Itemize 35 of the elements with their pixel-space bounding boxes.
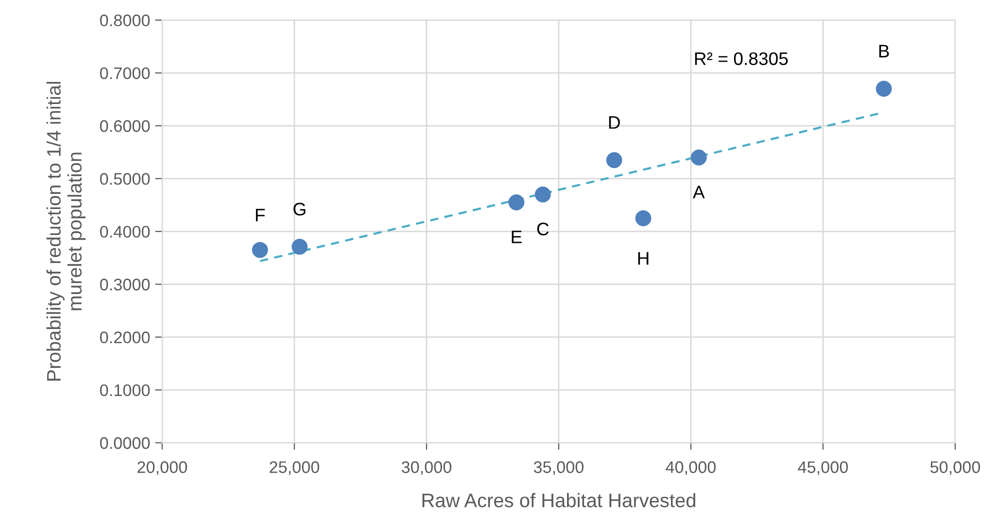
point bbox=[635, 210, 652, 226]
x-axis-title: Raw Acres of Habitat Harvested bbox=[422, 493, 696, 508]
annotation: A bbox=[692, 186, 705, 198]
point bbox=[534, 186, 551, 202]
annotation: E bbox=[512, 230, 522, 244]
x-tick-label: 45,000 bbox=[798, 461, 848, 476]
point bbox=[606, 152, 622, 168]
annotation: B bbox=[879, 44, 889, 58]
y-tick-label: 0.0000 bbox=[100, 437, 150, 449]
y-tick-label: 0.2000 bbox=[100, 332, 150, 344]
y-tick-label: 0.5000 bbox=[100, 173, 150, 185]
y-axis-title: Probability of reduction to 1/4 initial murelet population bbox=[46, 82, 86, 381]
annotation: R² = 0.8305 bbox=[695, 52, 788, 66]
y-tick-label: 0.1000 bbox=[100, 384, 150, 396]
point bbox=[876, 80, 892, 97]
annotation: G bbox=[294, 202, 306, 216]
point bbox=[508, 194, 524, 210]
y-tick-label: 0.8000 bbox=[100, 14, 150, 26]
annotation: C bbox=[537, 222, 549, 236]
point bbox=[690, 149, 707, 166]
x-tick-label: 30,000 bbox=[402, 461, 452, 476]
y-tick-label: 0.4000 bbox=[100, 226, 150, 238]
point bbox=[252, 242, 268, 258]
x-tick-label: 35,000 bbox=[534, 461, 584, 476]
y-tick-label: 0.7000 bbox=[100, 67, 150, 80]
x-tick-label: 40,000 bbox=[666, 461, 716, 476]
y-tick-label: 0.3000 bbox=[100, 278, 150, 290]
annotation: H bbox=[638, 252, 648, 265]
annotation: F bbox=[256, 208, 265, 222]
point bbox=[292, 238, 308, 255]
x-tick-label: 25,000 bbox=[270, 461, 320, 476]
x-tick-label: 20,000 bbox=[138, 461, 188, 476]
y-tick-label: 0.6000 bbox=[100, 120, 150, 132]
x-tick-label: 50,000 bbox=[930, 461, 980, 476]
annotation: D bbox=[609, 116, 620, 129]
